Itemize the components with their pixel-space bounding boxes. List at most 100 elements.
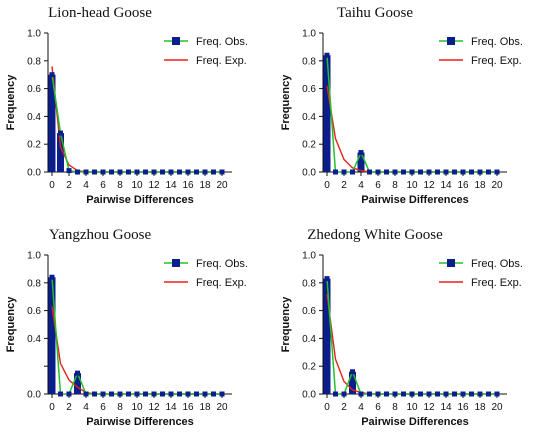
y-tick-label: 0.0 xyxy=(302,390,316,401)
chart-panel-lion-head: Lion-head Goose 0.0 0.2 0.4 0.6 0.8 1.0 0 2 4 6 8 10… xyxy=(0,0,275,222)
series-point-observed xyxy=(494,391,500,397)
x-tick-label: 10 xyxy=(131,180,143,191)
series-point-observed xyxy=(58,391,63,397)
series-point-observed xyxy=(126,391,131,397)
x-tick-label: 4 xyxy=(358,402,364,413)
chart-svg: Yangzhou Goose 0.0 0.4 0.6 0.8 1.0 0 2 4 6 8 10 12 14… xyxy=(5,227,248,428)
legend-label-observed: Freq. Obs. xyxy=(471,36,523,48)
legend-marker-observed xyxy=(172,259,180,267)
x-tick-label: 10 xyxy=(406,180,418,191)
series-point-observed xyxy=(452,391,457,397)
series-point-observed xyxy=(219,391,225,397)
y-tick-label: 0.4 xyxy=(27,112,41,123)
bar xyxy=(323,55,331,172)
legend-marker-observed xyxy=(447,37,455,45)
series-point-observed xyxy=(392,169,398,175)
y-tick-label: 0.8 xyxy=(302,278,316,289)
x-tick-label: 12 xyxy=(148,402,160,413)
legend-label-observed: Freq. Obs. xyxy=(196,258,248,270)
chart-panel-yangzhou: Yangzhou Goose 0.0 0.4 0.6 0.8 1.0 0 2 4 6 8 10 12 14… xyxy=(0,222,275,444)
x-tick-label: 0 xyxy=(49,402,55,413)
series-point-observed xyxy=(324,52,330,58)
x-tick-label: 18 xyxy=(474,402,486,413)
y-tick-label: 0.6 xyxy=(302,84,316,95)
series-point-observed xyxy=(435,391,440,397)
x-tick-label: 14 xyxy=(440,180,452,191)
series-point-observed xyxy=(219,169,225,175)
y-tick-label: 0.6 xyxy=(27,306,41,317)
y-tick-label: 0.6 xyxy=(302,306,316,317)
series-line-observed xyxy=(326,55,497,173)
x-tick-label: 12 xyxy=(423,402,435,413)
series-point-observed xyxy=(160,391,165,397)
series-point-observed xyxy=(109,391,114,397)
bar xyxy=(48,74,56,172)
series-point-observed xyxy=(75,370,80,376)
x-tick-label: 18 xyxy=(474,180,486,191)
series-point-observed xyxy=(211,391,216,397)
y-tick-label: 0.0 xyxy=(302,168,316,179)
x-tick-label: 2 xyxy=(341,402,347,413)
y-tick-label: 0.4 xyxy=(302,112,316,123)
series-point-observed xyxy=(117,391,123,397)
series-point-observed xyxy=(435,169,440,175)
x-tick-label: 20 xyxy=(216,402,228,413)
chart-title: Taihu Goose xyxy=(337,5,413,21)
y-axis-label: Frequency xyxy=(5,74,17,131)
chart-svg: Zhedong White Goose 0.0 0.2 0.4 0.6 0.8 1.0 0 2 4… xyxy=(280,227,523,428)
series-point-observed xyxy=(49,72,55,78)
y-tick-label: 0.4 xyxy=(302,334,316,345)
x-tick-label: 14 xyxy=(165,180,177,191)
series-point-observed xyxy=(117,169,123,175)
x-tick-label: 16 xyxy=(182,180,194,191)
bar xyxy=(48,277,56,394)
legend-marker-observed xyxy=(172,37,180,45)
legend-label-observed: Freq. Obs. xyxy=(471,258,523,270)
series-line-expected xyxy=(326,85,497,173)
x-tick-label: 8 xyxy=(117,180,123,191)
series-point-observed xyxy=(211,169,216,175)
series-point-observed xyxy=(486,169,491,175)
legend-label-expected: Freq. Exp. xyxy=(196,55,247,67)
x-tick-label: 20 xyxy=(491,180,503,191)
legend-label-expected: Freq. Exp. xyxy=(471,277,522,289)
x-tick-label: 8 xyxy=(392,402,398,413)
series-point-observed xyxy=(443,169,449,175)
x-tick-label: 4 xyxy=(83,402,89,413)
series-point-observed xyxy=(477,169,483,175)
bar xyxy=(323,278,331,394)
chart-panel-zhedong-white: Zhedong White Goose 0.0 0.2 0.4 0.6 0.8 1.0 0 2 4… xyxy=(275,222,550,444)
series-point-observed xyxy=(486,391,491,397)
series-point-observed xyxy=(452,169,457,175)
x-tick-label: 2 xyxy=(66,402,72,413)
series-point-observed xyxy=(66,391,72,397)
x-tick-label: 0 xyxy=(49,180,55,191)
series-point-observed xyxy=(401,169,406,175)
legend-marker-observed xyxy=(447,259,455,267)
series-point-observed xyxy=(168,391,174,397)
series-point-observed xyxy=(177,391,182,397)
y-tick-label: 0.8 xyxy=(27,56,41,67)
series-point-observed xyxy=(194,169,199,175)
series-point-observed xyxy=(100,391,106,397)
series-point-observed xyxy=(333,169,338,175)
series-point-observed xyxy=(418,391,423,397)
legend-label-expected: Freq. Exp. xyxy=(196,277,247,289)
chart-title: Yangzhou Goose xyxy=(49,227,152,243)
series-point-observed xyxy=(384,391,389,397)
x-axis-label: Pairwise Differences xyxy=(86,194,194,206)
x-axis-label: Pairwise Differences xyxy=(86,416,194,428)
series-point-observed xyxy=(92,169,97,175)
x-tick-label: 16 xyxy=(182,402,194,413)
y-axis-label: Frequency xyxy=(280,296,292,353)
x-tick-label: 0 xyxy=(324,180,330,191)
series-point-observed xyxy=(168,169,174,175)
y-tick-label: 0.2 xyxy=(27,140,41,151)
series-point-observed xyxy=(58,130,63,136)
bar xyxy=(57,133,64,172)
x-axis-label: Pairwise Differences xyxy=(361,194,469,206)
chart-title: Lion-head Goose xyxy=(48,5,152,21)
series-point-observed xyxy=(460,391,466,397)
x-tick-label: 20 xyxy=(216,180,228,191)
x-tick-label: 6 xyxy=(100,180,106,191)
